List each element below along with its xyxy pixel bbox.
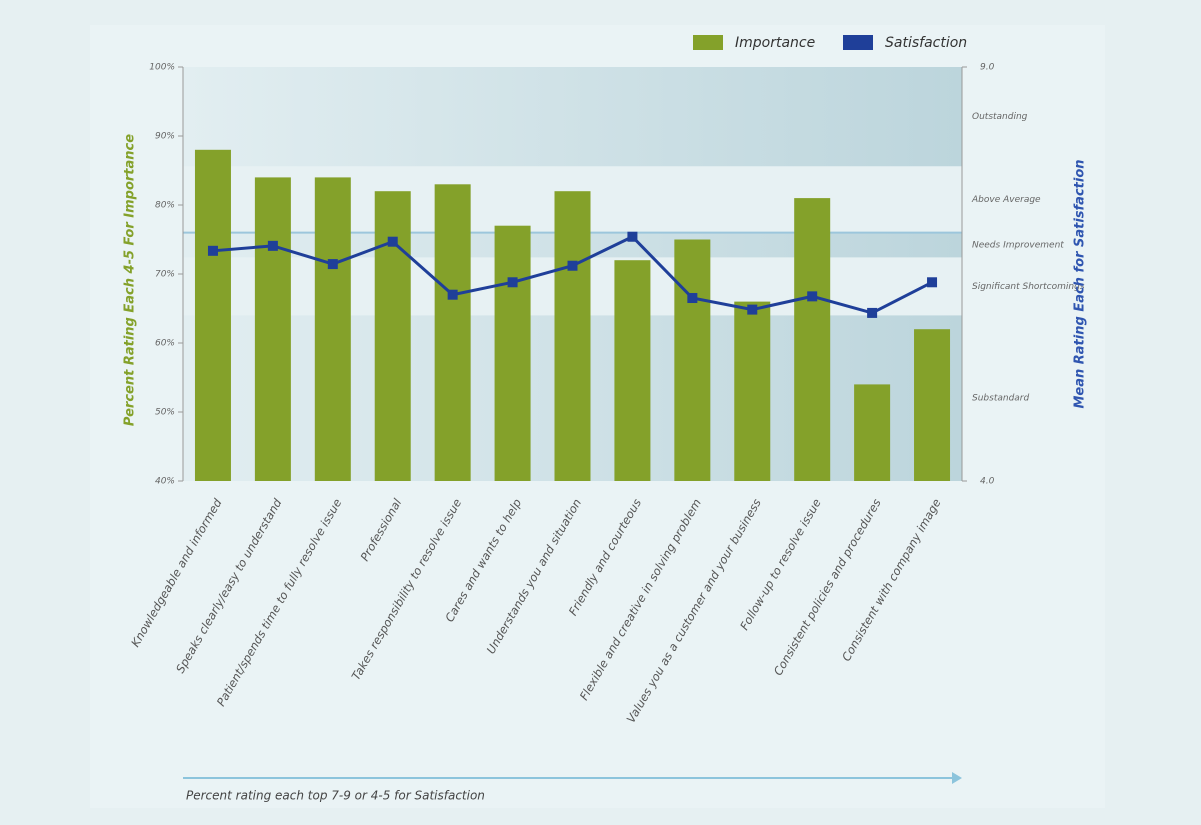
marker <box>267 240 278 251</box>
y-tick-label: 50% <box>155 408 175 418</box>
marker <box>387 236 398 247</box>
zone <box>183 67 962 167</box>
y2-tick-label: 4.0 <box>980 477 995 487</box>
zone-label: Significant Shortcomings <box>972 282 1085 292</box>
bar <box>194 149 231 482</box>
y-axis-label: Percent Rating Each 4-5 For Importance <box>123 134 138 426</box>
bar <box>614 260 651 481</box>
legend-swatch <box>693 35 723 50</box>
bar <box>494 225 531 481</box>
marker <box>807 291 818 302</box>
marker <box>447 289 458 300</box>
zone-label: Substandard <box>972 394 1029 404</box>
bar <box>794 198 831 481</box>
y-tick-label: 80% <box>155 201 175 211</box>
y-tick-label: 70% <box>155 270 175 280</box>
y-tick-label: 90% <box>155 132 175 142</box>
bar <box>314 177 351 481</box>
y-tick-label: 100% <box>149 63 175 73</box>
bar <box>434 184 471 482</box>
bar <box>374 191 411 481</box>
note-arrowhead <box>952 772 962 784</box>
legend-label: Importance <box>735 35 815 51</box>
y-tick-label: 40% <box>155 477 175 487</box>
y-tick-label: 60% <box>155 339 175 349</box>
y2-axis-label: Mean Rating Each for Satisfaction <box>1073 159 1088 408</box>
bar <box>914 329 951 481</box>
marker <box>747 304 758 315</box>
marker <box>687 293 698 304</box>
bar <box>674 239 711 481</box>
marker <box>567 260 578 271</box>
marker <box>507 277 518 288</box>
zone-label: Above Average <box>971 195 1041 205</box>
marker <box>207 245 218 256</box>
y2-tick-label: 9.0 <box>980 63 995 73</box>
zone-label: Outstanding <box>972 112 1028 122</box>
bar <box>734 301 771 481</box>
legend-label: Satisfaction <box>885 35 967 51</box>
zone-label: Needs Improvement <box>972 241 1064 251</box>
marker <box>927 277 938 288</box>
bar <box>254 177 291 481</box>
bar <box>554 191 591 481</box>
legend-swatch <box>843 35 873 50</box>
bar <box>854 384 891 481</box>
marker <box>867 307 878 318</box>
marker <box>327 259 338 270</box>
marker <box>627 231 638 242</box>
x-note: Percent rating each top 7-9 or 4-5 for S… <box>186 789 485 803</box>
